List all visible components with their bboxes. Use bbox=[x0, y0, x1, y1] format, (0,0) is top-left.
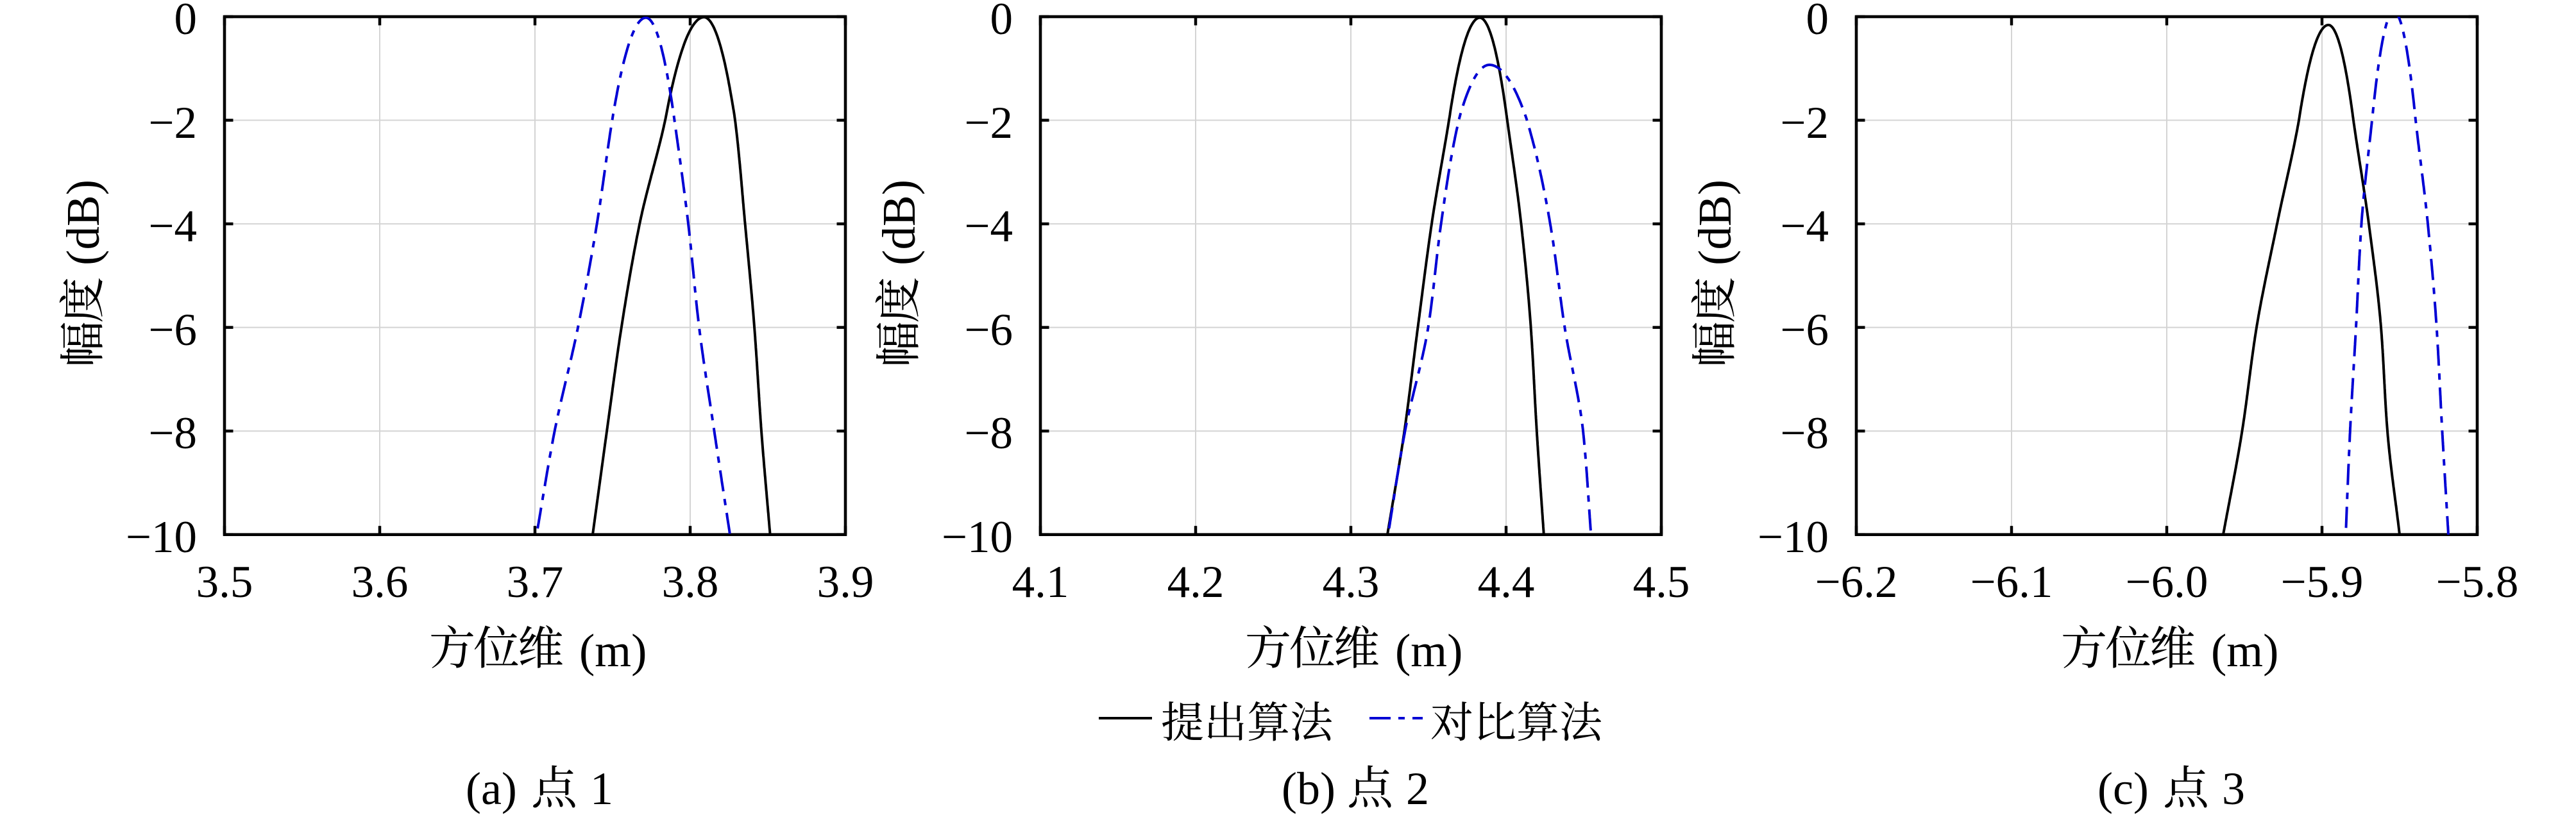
svg-text:−6: −6 bbox=[148, 305, 197, 355]
svg-text:3.8: 3.8 bbox=[662, 557, 719, 607]
svg-text:(a): (a) bbox=[466, 763, 517, 814]
svg-text:−6: −6 bbox=[1780, 305, 1829, 355]
svg-text:−6.2: −6.2 bbox=[1815, 557, 1898, 607]
svg-text:−6.1: −6.1 bbox=[1970, 557, 2053, 607]
svg-text:−10: −10 bbox=[126, 512, 197, 562]
svg-text:4.1: 4.1 bbox=[1012, 557, 1069, 607]
svg-text:−5.9: −5.9 bbox=[2281, 557, 2364, 607]
svg-text:−8: −8 bbox=[1780, 408, 1829, 458]
svg-text:−6.0: −6.0 bbox=[2126, 557, 2208, 607]
svg-text:3.5: 3.5 bbox=[196, 557, 253, 607]
svg-text:(c): (c) bbox=[2097, 763, 2149, 814]
svg-text:−5.8: −5.8 bbox=[2436, 557, 2519, 607]
svg-text:−8: −8 bbox=[148, 408, 197, 458]
svg-text:0: 0 bbox=[990, 0, 1013, 44]
svg-text:4.2: 4.2 bbox=[1167, 557, 1224, 607]
svg-text:(dB): (dB) bbox=[57, 180, 109, 265]
svg-text:3: 3 bbox=[2222, 763, 2245, 814]
svg-text:−6: −6 bbox=[964, 305, 1013, 355]
svg-text:(m): (m) bbox=[579, 625, 647, 676]
svg-text:(dB): (dB) bbox=[1689, 180, 1741, 265]
svg-text:0: 0 bbox=[1806, 0, 1829, 44]
svg-text:2: 2 bbox=[1406, 763, 1429, 814]
svg-text:(b): (b) bbox=[1282, 763, 1335, 814]
svg-text:(m): (m) bbox=[1395, 625, 1462, 676]
svg-text:4.4: 4.4 bbox=[1478, 557, 1535, 607]
svg-text:−2: −2 bbox=[964, 98, 1013, 148]
svg-text:(m): (m) bbox=[2211, 625, 2278, 676]
svg-text:−2: −2 bbox=[148, 98, 197, 148]
svg-text:−4: −4 bbox=[964, 201, 1013, 251]
svg-text:−10: −10 bbox=[1758, 512, 1829, 562]
svg-text:−4: −4 bbox=[1780, 201, 1829, 251]
svg-text:−10: −10 bbox=[942, 512, 1013, 562]
svg-text:(dB): (dB) bbox=[873, 180, 925, 265]
svg-text:3.7: 3.7 bbox=[507, 557, 564, 607]
svg-text:3.9: 3.9 bbox=[817, 557, 874, 607]
svg-text:3.6: 3.6 bbox=[352, 557, 409, 607]
svg-text:4.3: 4.3 bbox=[1323, 557, 1380, 607]
svg-text:1: 1 bbox=[590, 763, 613, 814]
svg-text:−2: −2 bbox=[1780, 98, 1829, 148]
svg-text:−8: −8 bbox=[964, 408, 1013, 458]
svg-text:0: 0 bbox=[174, 0, 198, 44]
svg-text:4.5: 4.5 bbox=[1633, 557, 1690, 607]
svg-text:−4: −4 bbox=[148, 201, 197, 251]
